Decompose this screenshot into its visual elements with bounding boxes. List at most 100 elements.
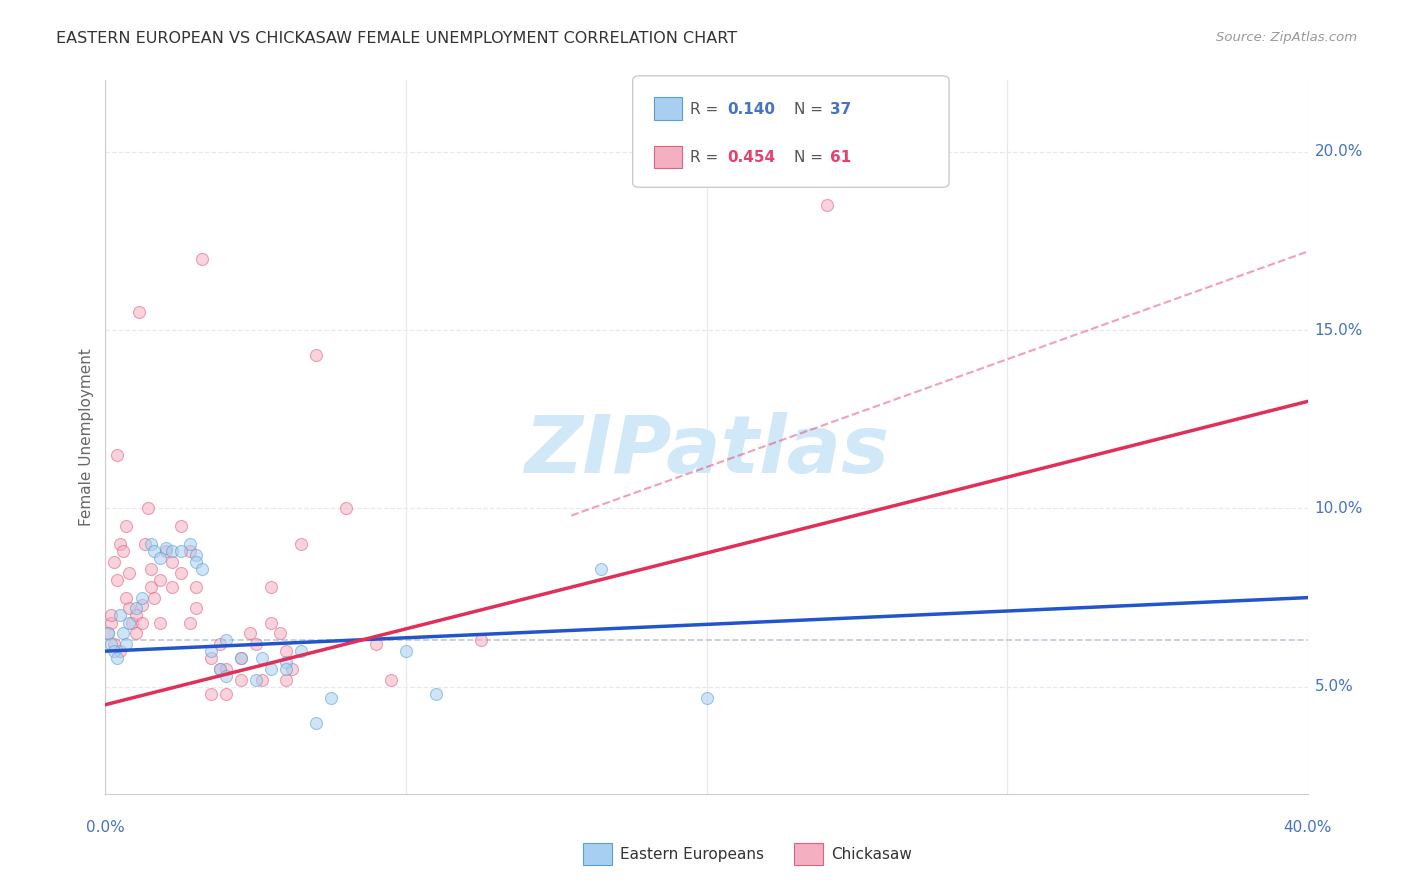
Point (179, 615, 201, 630)
Point (229, 673, 252, 687)
Point (160, 555, 183, 569)
Point (169, 519, 191, 533)
Point (155, 541, 177, 555)
Text: 15.0%: 15.0% (1315, 323, 1362, 337)
Point (131, 598, 153, 612)
Point (112, 544, 135, 558)
Point (155, 544, 177, 558)
Point (179, 544, 201, 558)
Text: 37: 37 (830, 102, 851, 117)
Point (124, 608, 146, 623)
Point (142, 591, 165, 605)
Point (305, 715, 328, 730)
Point (260, 580, 283, 594)
Point (200, 687, 222, 701)
Text: 0.140: 0.140 (727, 102, 775, 117)
Text: Source: ZipAtlas.com: Source: ZipAtlas.com (1216, 31, 1357, 45)
Text: 20.0%: 20.0% (1315, 145, 1362, 159)
Point (100, 615, 122, 630)
Point (274, 662, 297, 676)
Point (110, 608, 132, 623)
Point (139, 537, 162, 551)
Point (425, 687, 447, 701)
Point (380, 673, 402, 687)
Point (97, 626, 120, 640)
Point (107, 651, 129, 665)
Point (131, 615, 153, 630)
Point (274, 655, 297, 669)
Point (169, 544, 191, 558)
Point (115, 519, 138, 533)
Point (131, 591, 153, 605)
Text: EASTERN EUROPEAN VS CHICKASAW FEMALE UNEMPLOYMENT CORRELATION CHART: EASTERN EUROPEAN VS CHICKASAW FEMALE UNE… (56, 31, 737, 46)
Point (470, 633, 492, 648)
Point (214, 687, 236, 701)
Text: 0.454: 0.454 (727, 150, 775, 165)
Point (97, 626, 120, 640)
Point (184, 601, 207, 615)
Point (190, 252, 212, 266)
Point (134, 537, 156, 551)
Point (200, 644, 222, 658)
Point (118, 615, 141, 630)
Point (100, 637, 122, 651)
Point (112, 626, 135, 640)
Point (107, 573, 129, 587)
Point (124, 626, 146, 640)
Point (208, 662, 231, 676)
Point (239, 626, 262, 640)
Point (305, 348, 328, 362)
Point (274, 644, 297, 658)
Point (118, 566, 141, 580)
Point (184, 548, 207, 562)
Point (214, 633, 236, 648)
Point (148, 573, 170, 587)
Point (395, 644, 418, 658)
Point (169, 566, 191, 580)
Point (696, 690, 718, 705)
Text: 0.0%: 0.0% (86, 821, 125, 835)
Point (128, 305, 150, 319)
Point (281, 662, 304, 676)
Point (107, 448, 129, 462)
Text: N =: N = (794, 150, 828, 165)
Point (139, 562, 162, 576)
Point (124, 601, 146, 615)
Point (160, 544, 183, 558)
Text: 40.0%: 40.0% (1284, 821, 1331, 835)
Point (260, 615, 283, 630)
Point (160, 580, 183, 594)
Point (110, 644, 132, 658)
Point (118, 601, 141, 615)
Point (229, 651, 252, 665)
Text: N =: N = (794, 102, 828, 117)
Point (103, 555, 125, 569)
Text: Eastern Europeans: Eastern Europeans (620, 847, 763, 862)
Y-axis label: Female Unemployment: Female Unemployment (79, 348, 94, 526)
Point (290, 644, 312, 658)
Point (148, 615, 170, 630)
Point (274, 673, 297, 687)
Text: 61: 61 (830, 150, 851, 165)
Point (335, 501, 357, 516)
Point (214, 662, 236, 676)
Point (139, 580, 162, 594)
Point (208, 637, 231, 651)
Point (269, 626, 291, 640)
Text: R =: R = (690, 150, 724, 165)
Point (179, 537, 201, 551)
Text: R =: R = (690, 102, 724, 117)
Point (142, 544, 165, 558)
Point (208, 662, 231, 676)
Point (110, 537, 132, 551)
Point (115, 591, 138, 605)
Point (815, 198, 838, 212)
Text: Chickasaw: Chickasaw (831, 847, 912, 862)
Point (184, 580, 207, 594)
Point (103, 637, 125, 651)
Point (260, 662, 283, 676)
Point (214, 669, 236, 683)
Text: 5.0%: 5.0% (1315, 680, 1354, 694)
Point (121, 615, 143, 630)
Point (591, 562, 613, 576)
